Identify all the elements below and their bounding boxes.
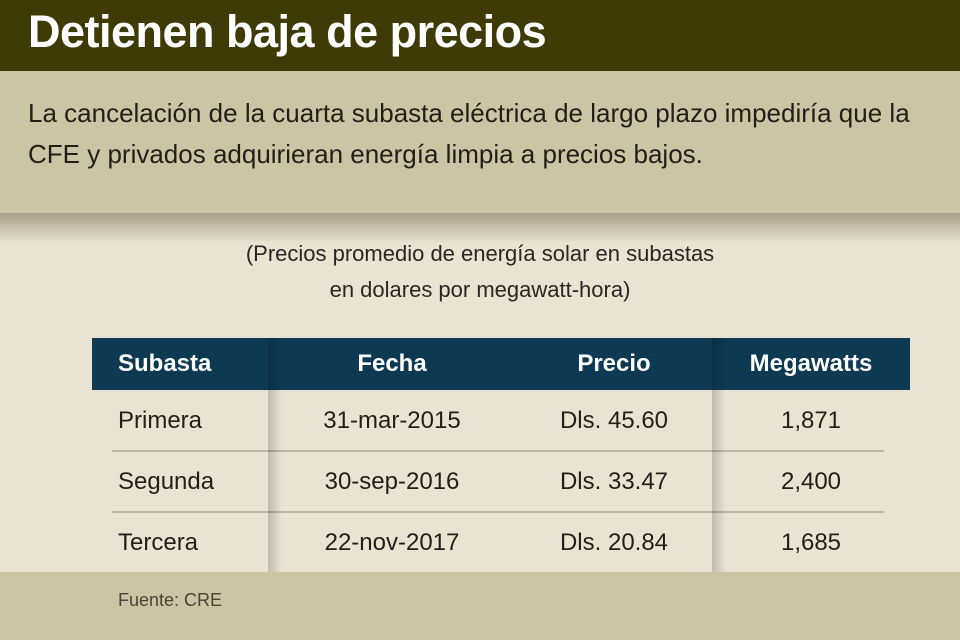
source-note: Fuente: CRE: [118, 590, 223, 610]
table-cell: Dls. 45.60: [559, 407, 669, 434]
table-cell: 1,871: [780, 407, 842, 434]
row-separator: [112, 511, 884, 513]
table-cell: 1,685: [780, 529, 842, 556]
page-title: Detienen baja de precios: [28, 6, 547, 57]
subtitle: La cancelación de la cuarta subasta eléc…: [28, 98, 910, 169]
note-line-1: (Precios promedio de energía solar en su…: [245, 241, 715, 266]
table-note: (Precios promedio de energía solar en su…: [0, 236, 960, 308]
table-cell: 2,400: [780, 468, 842, 495]
column-header-precio: Precio: [516, 338, 712, 390]
subtitle-band: La cancelación de la cuarta subasta eléc…: [0, 71, 960, 213]
table-cell: Tercera: [118, 529, 199, 556]
table-cell: 22-nov-2017: [324, 529, 460, 556]
column-header-megawatts: Megawatts: [712, 338, 910, 390]
table-cell: 31-mar-2015: [323, 407, 461, 434]
footer-band: Fuente: CRE: [0, 572, 960, 640]
column-header-fecha: Fecha: [268, 338, 516, 390]
column-shadow: [268, 338, 282, 572]
row-separator: [112, 450, 884, 452]
shadow-divider: [0, 213, 960, 243]
table-cell: Segunda: [118, 468, 215, 495]
column-header-subasta: Subasta: [92, 338, 268, 390]
table-cell: Primera: [118, 407, 203, 434]
table-cell: Dls. 33.47: [559, 468, 669, 495]
note-line-2: en dolares por megawatt-hora): [329, 277, 631, 302]
column-shadow: [712, 338, 726, 572]
table-cell: 30-sep-2016: [324, 468, 460, 495]
title-bar: Detienen baja de precios: [0, 0, 960, 71]
table-cell: Dls. 20.84: [559, 529, 669, 556]
